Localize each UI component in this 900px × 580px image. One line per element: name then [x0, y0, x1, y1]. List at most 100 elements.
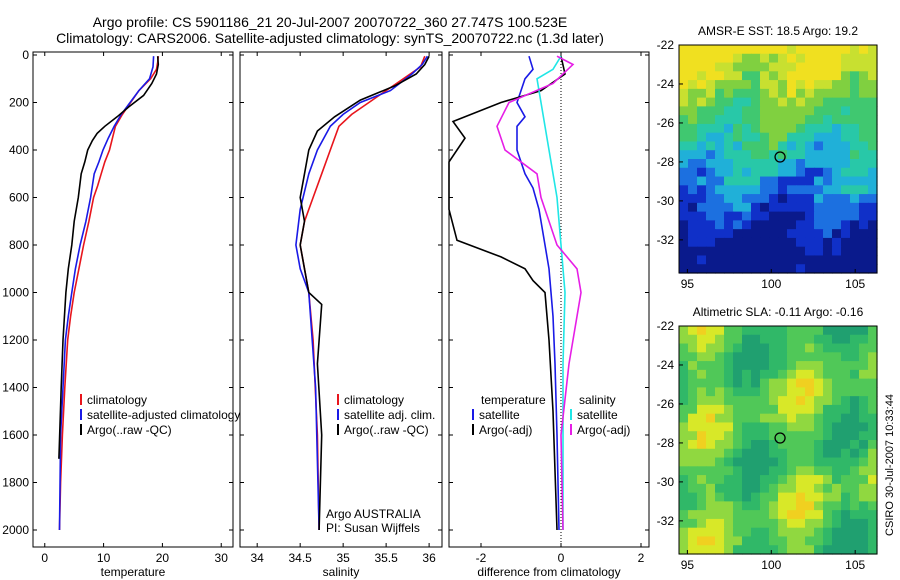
sla-cell — [805, 518, 815, 529]
sst-cell — [787, 141, 797, 151]
sla-cell — [688, 501, 698, 511]
sla-cell — [688, 483, 698, 494]
sla-cell — [760, 466, 770, 476]
sst-cell — [778, 202, 788, 213]
sla-cell — [733, 510, 743, 520]
sla-cell — [733, 518, 743, 529]
x-tick-label: 105 — [845, 277, 865, 291]
sst-cell — [868, 194, 878, 204]
sla-cell — [706, 431, 716, 441]
sla-cell — [751, 440, 761, 450]
sst-cell — [859, 150, 869, 160]
sla-cell — [760, 369, 770, 380]
sla-cell — [724, 361, 734, 371]
sst-cell — [814, 106, 824, 116]
sla-cell — [841, 501, 851, 511]
sst-cell — [688, 97, 698, 107]
sst-cell — [679, 202, 689, 213]
sla-cell — [769, 457, 779, 467]
sla-cell — [724, 396, 734, 406]
sla-cell — [724, 378, 734, 388]
sst-cell — [796, 132, 806, 143]
sla-cell — [688, 440, 698, 450]
sla-cell — [787, 448, 797, 459]
sst-cell — [697, 264, 707, 274]
sla-cell — [814, 343, 824, 353]
sla-cell — [859, 536, 869, 546]
sla-cell — [805, 448, 815, 459]
sst-cell — [679, 167, 689, 178]
sst-cell — [706, 62, 716, 72]
sla-cell — [724, 492, 734, 502]
sst-cell — [832, 123, 842, 134]
sla-cell — [742, 518, 752, 529]
sst-cell — [868, 264, 878, 274]
sla-cell — [787, 440, 797, 450]
sst-cell — [715, 167, 725, 178]
header-line1: Argo profile: CS 5901186_21 20-Jul-2007 … — [93, 14, 568, 30]
sst-cell — [778, 150, 788, 160]
sla-cell — [778, 387, 788, 397]
map-sla: 95 100 105 -22 -24 -26 -28 -30 -32 Altimetric SLA… — [657, 305, 878, 572]
sst-cell — [769, 264, 779, 274]
sst-cell — [742, 185, 752, 195]
sst-cell — [769, 255, 779, 265]
sla-cell — [760, 378, 770, 388]
sst-cell — [697, 255, 707, 265]
sst-cell — [760, 202, 770, 213]
x-tick-label: 35.5 — [374, 551, 398, 565]
sla-cell — [814, 545, 824, 555]
legend-label: Argo(..raw -QC) — [344, 423, 429, 437]
sla-cell — [814, 361, 824, 371]
sst-cell — [805, 45, 815, 55]
sst-cell — [697, 194, 707, 204]
sla-cell — [832, 457, 842, 467]
sla-cell — [697, 404, 707, 415]
sst-cell — [832, 264, 842, 274]
sla-cell — [805, 475, 815, 485]
sla-cell — [706, 440, 716, 450]
sst-cell — [841, 132, 851, 143]
series-line — [58, 56, 155, 531]
sst-cell — [769, 80, 779, 90]
sst-cell — [715, 211, 725, 221]
sla-cell — [850, 492, 860, 502]
sla-cell — [868, 422, 878, 432]
sla-cell — [850, 396, 860, 406]
panel-difference: -2 0 2 difference from climatology temperatu… — [448, 51, 650, 579]
sla-cell — [733, 343, 743, 353]
sla-cell — [796, 387, 806, 397]
sst-cell — [706, 115, 716, 125]
sla-cell — [724, 475, 734, 485]
sst-cell — [679, 45, 689, 55]
sst-cell — [688, 246, 698, 257]
sla-cell — [760, 510, 770, 520]
sst-cell — [868, 255, 878, 265]
sst-cell — [760, 185, 770, 195]
sla-cell — [715, 369, 725, 380]
sla-cell — [679, 501, 689, 511]
sst-cell — [760, 194, 770, 204]
sst-cell — [742, 237, 752, 248]
sla-cell — [733, 501, 743, 511]
sla-cell — [706, 422, 716, 432]
sla-cell — [814, 378, 824, 388]
sst-cell — [724, 264, 734, 274]
sst-cell — [715, 159, 725, 169]
sst-cell — [688, 220, 698, 230]
sla-cell — [832, 527, 842, 538]
sla-cell — [814, 475, 824, 485]
sst-cell — [850, 246, 860, 257]
sla-cell — [814, 457, 824, 467]
sla-cell — [868, 361, 878, 371]
y-tick-label: -26 — [657, 116, 675, 130]
sst-cell — [841, 220, 851, 230]
sst-cell — [679, 80, 689, 90]
y-tick-label: -22 — [657, 319, 675, 333]
sst-cell — [751, 141, 761, 151]
sst-cell — [742, 246, 752, 257]
sla-cell — [778, 440, 788, 450]
sst-cell — [814, 264, 824, 274]
sla-cell — [679, 361, 689, 371]
sst-cell — [751, 229, 761, 239]
